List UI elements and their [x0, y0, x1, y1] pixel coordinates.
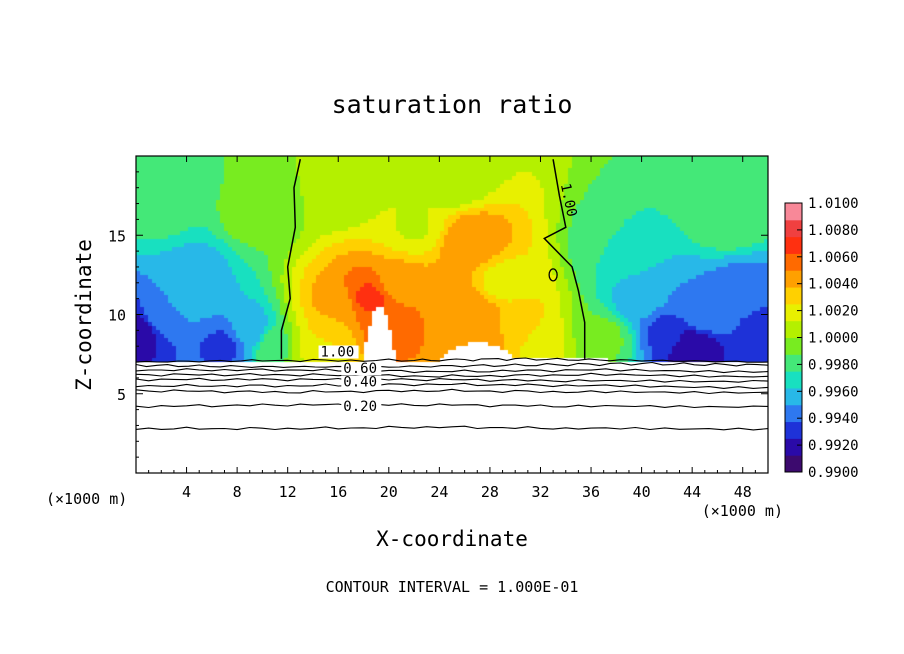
saturation-field-image [136, 156, 768, 473]
contour-labels: 1.000.600.400.201.00 [318, 182, 580, 415]
contour-line [136, 361, 768, 368]
contour-label: 1.00 [321, 345, 355, 361]
x-tick-label: 40 [633, 483, 651, 501]
x-axis: 4 8 12 16 20 24 28 32 36 40 44 48 [148, 156, 756, 501]
y-axis-label: Z-coordinate [72, 239, 96, 391]
x-tick-label: 36 [582, 483, 600, 501]
colorbar-swatch [785, 236, 802, 254]
x-axis-label: X-coordinate [376, 527, 528, 551]
contour-lines [136, 159, 768, 431]
x-tick-label: 8 [233, 483, 242, 501]
colorbar-swatch [785, 320, 802, 338]
contour-line [136, 388, 768, 395]
contour-line [136, 377, 768, 383]
colorbar-swatch [785, 270, 802, 288]
colorbar-swatch [785, 337, 802, 355]
colorbar: 1.0100 1.0080 1.0060 1.0040 1.0020 1.0000 0.99… [784, 196, 859, 481]
contour-line-left-1-00 [280, 159, 302, 359]
x-tick-label: 28 [481, 483, 499, 501]
x-tick-label: 16 [329, 483, 347, 501]
colorbar-swatch [785, 404, 802, 423]
contour-line [136, 403, 768, 409]
y-tick-label: 10 [108, 307, 126, 325]
colorbar-label: 1.0100 [808, 196, 859, 212]
contour-label: 0.20 [343, 399, 377, 415]
x-tick-label: 20 [380, 483, 398, 501]
contour-label-bg [341, 400, 382, 414]
chart-title: saturation ratio [332, 90, 573, 119]
contour-line [136, 357, 768, 363]
x-tick-label: 48 [734, 483, 752, 501]
contour-line [136, 425, 768, 431]
contour-label: 0.60 [343, 361, 377, 377]
contour-line [136, 382, 768, 389]
contour-line [136, 372, 768, 378]
y-tick-label: 5 [117, 386, 126, 404]
colorbar-label: 1.0080 [808, 223, 859, 239]
colorbar-swatch [785, 387, 802, 406]
x-tick-label: 32 [531, 483, 549, 501]
contour-label-bg [341, 362, 382, 376]
x-unit-right: (×1000 m) [702, 502, 783, 520]
y-axis: 5 10 15 [108, 171, 768, 458]
contour-label-bg [318, 345, 359, 359]
colorbar-label: 1.0000 [808, 331, 859, 347]
colorbar-label: 0.9980 [808, 357, 859, 373]
colorbar-label: 0.9900 [808, 465, 859, 481]
colorbar-swatch [785, 438, 802, 456]
contour-loop [548, 268, 558, 282]
colorbar-swatch [785, 253, 802, 271]
colorbar-swatch [785, 354, 802, 372]
colorbar-label: 1.0020 [808, 304, 859, 320]
contour-interval-note: CONTOUR INTERVAL = 1.000E-01 [326, 578, 579, 596]
y-tick-label: 15 [108, 227, 126, 245]
x-tick-label: 12 [279, 483, 297, 501]
colorbar-swatch [785, 455, 802, 473]
colorbar-label: 1.0040 [808, 277, 859, 293]
x-tick-label: 24 [430, 483, 448, 501]
colorbar-swatch [785, 203, 802, 221]
field-plot-area: 1.000.600.400.201.00 [135, 155, 769, 474]
colorbar-swatch [785, 303, 802, 322]
colorbar-label: 0.9920 [808, 438, 859, 454]
colorbar-swatch [785, 287, 802, 305]
contour-label-bg [341, 375, 382, 389]
x-tick-label: 4 [182, 483, 191, 501]
x-unit-left: (×1000 m) [46, 490, 127, 508]
colorbar-swatch [785, 421, 802, 439]
colorbar-label: 0.9940 [808, 411, 859, 427]
colorbar-label: 0.9960 [808, 384, 859, 400]
colorbar-swatch [785, 371, 802, 389]
contour-label: 0.40 [343, 375, 377, 391]
colorbar-swatch [785, 219, 802, 238]
contour-line-right-1-00 [543, 159, 586, 359]
colorbar-label: 1.0060 [808, 250, 859, 266]
contour-line [136, 368, 768, 374]
x-tick-label: 44 [683, 483, 701, 501]
contour-label-rotated: 1.00 [557, 182, 580, 218]
